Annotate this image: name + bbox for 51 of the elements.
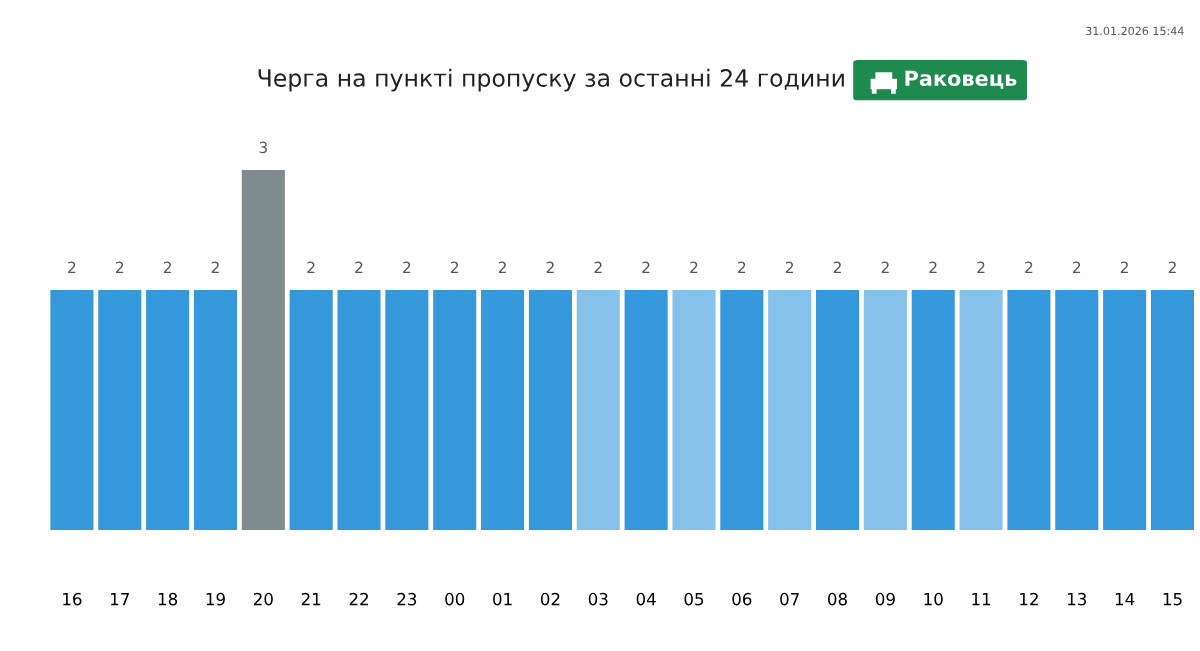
data-label: 2 — [1073, 261, 1081, 273]
data-label: 2 — [211, 261, 219, 273]
data-label: 2 — [116, 261, 124, 273]
data-label: 2 — [1120, 261, 1128, 273]
x-tick-label: 13 — [1068, 592, 1087, 606]
data-label: 2 — [929, 261, 937, 273]
data-label: 2 — [498, 261, 506, 273]
data-label: 2 — [881, 261, 889, 273]
text: 31.01.2026 15:44 — [1086, 26, 1184, 36]
x-tick-label: 10 — [924, 592, 943, 606]
x-tick-label: 12 — [1020, 592, 1038, 606]
data-label: 3 — [259, 141, 267, 154]
x-tick-label: 05 — [684, 592, 704, 606]
data-label: 2 — [68, 261, 76, 273]
x-tick-label: 14 — [1115, 593, 1135, 606]
x-tick-label: 19 — [206, 592, 225, 606]
data-label: 2 — [163, 261, 171, 273]
x-tick-label: 15 — [1163, 593, 1182, 606]
data-label: 2 — [833, 261, 841, 273]
data-label: 2 — [403, 261, 411, 273]
data-label: 2 — [1168, 261, 1176, 273]
data-label: 2 — [1025, 261, 1033, 273]
data-label: 2 — [450, 261, 459, 273]
x-tick-label: 17 — [111, 593, 129, 606]
data-label: 2 — [977, 261, 985, 273]
data-label: 2 — [594, 261, 602, 273]
data-label: 2 — [785, 261, 794, 273]
x-tick-label: 09 — [875, 592, 895, 606]
data-label: 2 — [546, 261, 554, 273]
x-tick-label: 07 — [780, 592, 799, 606]
chart-subtitle: Раковець — [905, 70, 1017, 89]
x-tick-label: 21 — [301, 592, 321, 606]
data-label: 2 — [738, 261, 746, 273]
x-tick-label: 16 — [63, 592, 82, 606]
data-label: 2 — [690, 261, 698, 273]
x-tick-label: 22 — [349, 592, 368, 606]
x-tick-label: 08 — [828, 592, 847, 606]
data-label: 2 — [642, 261, 650, 273]
x-tick-label: 04 — [636, 592, 656, 606]
x-tick-label: 11 — [972, 593, 991, 606]
x-tick-label: 06 — [732, 592, 752, 606]
data-label: 2 — [307, 261, 315, 273]
data-label: 2 — [355, 261, 363, 273]
x-tick-label: 02 — [540, 592, 560, 606]
chart-title: Черга на пункті пропуску за останні 24 години — [258, 68, 844, 92]
x-tick-label: 18 — [158, 592, 178, 606]
x-tick-label: 00 — [445, 592, 465, 606]
x-tick-label: 03 — [588, 592, 608, 606]
x-tick-label: 23 — [397, 592, 417, 606]
x-tick-label: 20 — [253, 592, 273, 606]
x-tick-label: 01 — [493, 592, 512, 606]
